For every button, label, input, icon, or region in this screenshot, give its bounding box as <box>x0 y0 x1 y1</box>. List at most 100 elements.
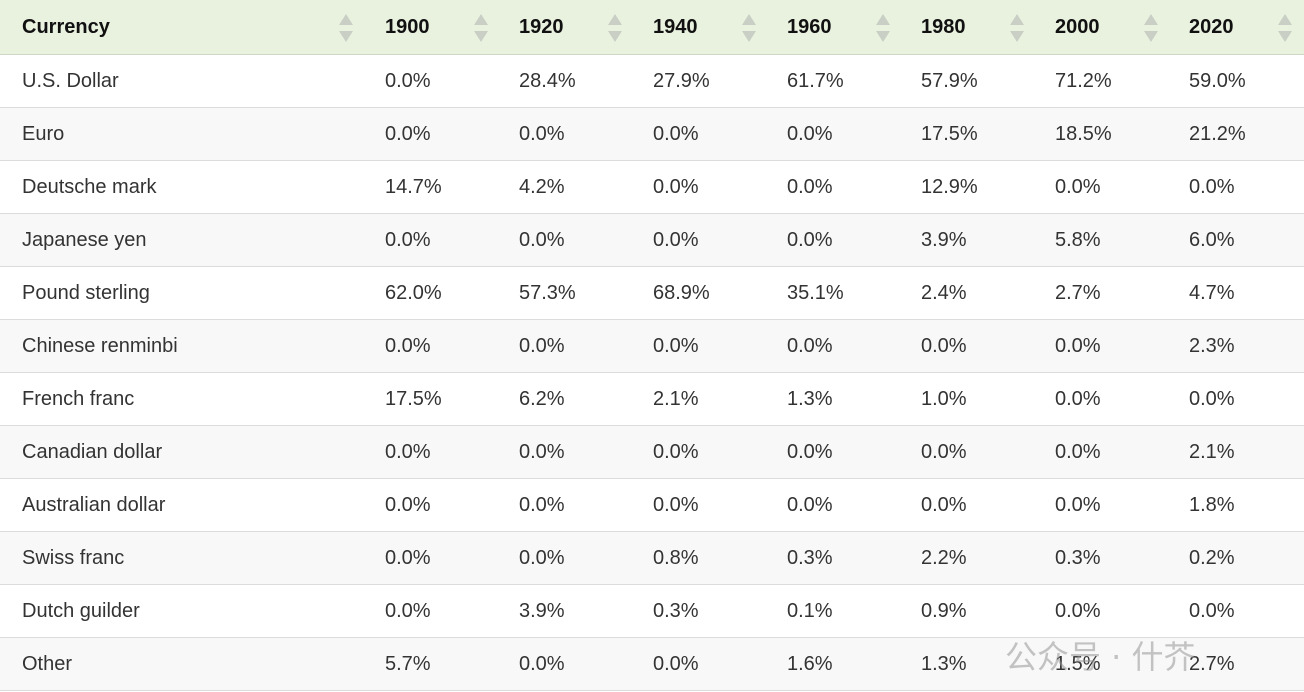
sort-icon[interactable] <box>606 11 624 45</box>
sort-icon[interactable] <box>874 11 892 45</box>
table-cell: 57.3% <box>519 281 576 304</box>
header-row: Currency 1900 1920 1940 1960 1980 2000 2020 <box>0 0 1304 55</box>
table-cell: 71.2% <box>1055 69 1112 92</box>
table-cell: 1.8% <box>1189 493 1235 516</box>
table-cell: 0.8% <box>653 546 699 569</box>
table-cell: Pound sterling <box>22 281 150 304</box>
table-cell: 0.3% <box>1055 546 1101 569</box>
table-cell: 0.0% <box>385 493 431 516</box>
table-cell: Euro <box>22 122 65 145</box>
table-cell: 14.7% <box>385 175 442 198</box>
table-row: Dutch guilder 0.0% 3.9% 0.3% 0.1% 0.9% 0.0% 0.0… <box>0 585 1304 638</box>
header-cell[interactable]: 1940 <box>653 15 698 38</box>
table-cell: 4.7% <box>1189 281 1235 304</box>
sort-icon[interactable] <box>1142 11 1160 45</box>
table-cell: 1.6% <box>787 652 833 675</box>
table-cell: 68.9% <box>653 281 710 304</box>
header-cell[interactable]: Currency <box>22 15 110 38</box>
table-cell: 0.0% <box>519 228 565 251</box>
header-cell[interactable]: 1980 <box>921 15 966 38</box>
table-cell: 0.0% <box>1189 599 1235 622</box>
table-cell: 0.0% <box>653 122 699 145</box>
table-row: French franc 17.5% 6.2% 2.1% 1.3% 1.0% 0.0% 0.0… <box>0 373 1304 426</box>
table-cell: 0.0% <box>519 493 565 516</box>
table-row: Other 5.7% 0.0% 0.0% 1.6% 1.3% 1.5% 2.7% <box>0 638 1304 691</box>
table-row: Chinese renminbi 0.0% 0.0% 0.0% 0.0% 0.0% 0.0%… <box>0 320 1304 373</box>
table-cell: 2.1% <box>653 387 699 410</box>
table-cell: 0.0% <box>1189 387 1235 410</box>
table-cell: 6.0% <box>1189 228 1235 251</box>
sort-icon[interactable] <box>1276 11 1294 45</box>
header-cell[interactable]: 1960 <box>787 15 832 38</box>
table-cell: 0.0% <box>519 122 565 145</box>
table-cell: Dutch guilder <box>22 599 140 622</box>
header-cell[interactable]: 1900 <box>385 15 430 38</box>
table-cell: 0.0% <box>385 69 431 92</box>
table-cell: 0.0% <box>653 652 699 675</box>
table-cell: 28.4% <box>519 69 576 92</box>
table-row: Deutsche mark 14.7% 4.2% 0.0% 0.0% 12.9% 0.0% 0… <box>0 161 1304 214</box>
table-cell: 0.0% <box>385 599 431 622</box>
table-cell: 57.9% <box>921 69 978 92</box>
table-cell: 1.3% <box>921 652 967 675</box>
table-cell: Canadian dollar <box>22 440 163 463</box>
header-cell[interactable]: 1920 <box>519 15 564 38</box>
table-cell: 2.4% <box>921 281 967 304</box>
table-row: Swiss franc 0.0% 0.0% 0.8% 0.3% 2.2% 0.3% 0.2% <box>0 532 1304 585</box>
table-cell: 0.2% <box>1189 546 1235 569</box>
table-row: Australian dollar 0.0% 0.0% 0.0% 0.0% 0.0% 0.0… <box>0 479 1304 532</box>
table-cell: 4.2% <box>519 175 565 198</box>
table-cell: 0.0% <box>519 440 565 463</box>
table-cell: 0.0% <box>519 546 565 569</box>
table-cell: 0.0% <box>787 440 833 463</box>
sort-icon[interactable] <box>472 11 490 45</box>
table-cell: 2.7% <box>1055 281 1101 304</box>
table-cell: Swiss franc <box>22 546 125 569</box>
table-cell: Chinese renminbi <box>22 334 178 357</box>
table-cell: 35.1% <box>787 281 844 304</box>
table-cell: 0.0% <box>1055 334 1101 357</box>
table-cell: Japanese yen <box>22 228 147 251</box>
sort-icon[interactable] <box>337 11 355 45</box>
table-cell: 0.0% <box>787 493 833 516</box>
table-row: Canadian dollar 0.0% 0.0% 0.0% 0.0% 0.0% 0.0% 2… <box>0 426 1304 479</box>
table-cell: 61.7% <box>787 69 844 92</box>
header-cell[interactable]: 2000 <box>1055 15 1100 38</box>
table-cell: 0.0% <box>787 175 833 198</box>
watermark: 公众号 · 什芥 <box>1005 638 1196 676</box>
table-cell: 1.3% <box>787 387 833 410</box>
table-cell: 3.9% <box>921 228 967 251</box>
table-cell: 0.0% <box>385 334 431 357</box>
header-cell[interactable]: 2020 <box>1189 15 1234 38</box>
table-cell: 0.0% <box>1055 599 1101 622</box>
table-cell: 0.0% <box>653 228 699 251</box>
table-cell: 0.0% <box>787 122 833 145</box>
table-cell: 0.0% <box>921 440 967 463</box>
table-cell: 0.0% <box>385 440 431 463</box>
table-cell: 0.1% <box>787 599 833 622</box>
sort-icon[interactable] <box>1008 11 1026 45</box>
sort-icon[interactable] <box>740 11 758 45</box>
table-cell: Australian dollar <box>22 493 166 516</box>
table-cell: 0.0% <box>653 175 699 198</box>
table-cell: 18.5% <box>1055 122 1112 145</box>
table-cell: 17.5% <box>921 122 978 145</box>
table-cell: 0.3% <box>787 546 833 569</box>
table-cell: 0.0% <box>921 493 967 516</box>
table-cell: 0.0% <box>653 440 699 463</box>
table-cell: 0.0% <box>1055 175 1101 198</box>
table-cell: 3.9% <box>519 599 565 622</box>
table-cell: French franc <box>22 387 135 410</box>
table-cell: 0.0% <box>921 334 967 357</box>
table-cell: 5.7% <box>385 652 431 675</box>
table-cell: 59.0% <box>1189 69 1246 92</box>
table-cell: 0.0% <box>385 122 431 145</box>
table-cell: 0.0% <box>1055 493 1101 516</box>
table-cell: 0.3% <box>653 599 699 622</box>
table-cell: 0.0% <box>1055 440 1101 463</box>
table-cell: 12.9% <box>921 175 978 198</box>
table-cell: U.S. Dollar <box>22 69 119 92</box>
table-cell: 17.5% <box>385 387 442 410</box>
table-cell: 1.5% <box>1055 652 1101 675</box>
